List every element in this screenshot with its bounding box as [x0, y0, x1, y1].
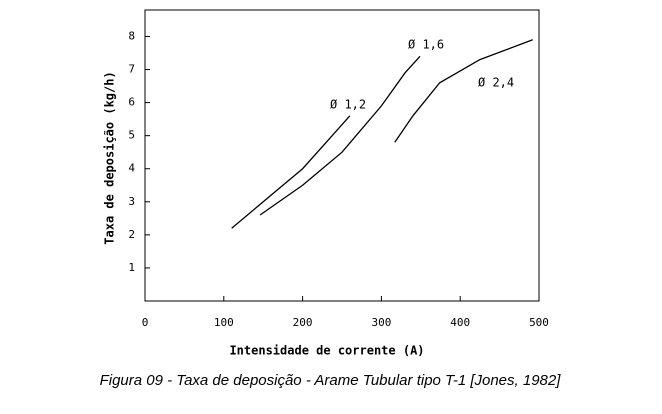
series-label: Ø 1,2: [330, 98, 366, 112]
plot-frame: [144, 9, 540, 302]
y-tick-label: 7: [128, 63, 135, 76]
series-line: [231, 115, 351, 229]
y-tick-label: 4: [128, 162, 135, 175]
x-tick-label: 300: [371, 316, 391, 329]
x-tick-label: 0: [142, 316, 149, 329]
y-axis-label: Taxa de deposição (kg/h): [103, 71, 117, 244]
y-tick-label: 8: [128, 29, 135, 42]
x-axis-label: Intensidade de corrente (A): [229, 344, 424, 358]
y-tick-label: 5: [128, 129, 135, 142]
series-label: Ø 2,4: [478, 76, 514, 90]
y-tick-label: 2: [128, 228, 135, 241]
series-label: Ø 1,6: [408, 38, 444, 52]
caption: Figura 09 - Taxa de deposição - Arame Tu…: [100, 372, 562, 389]
x-tick-label: 100: [214, 316, 234, 329]
x-tick-label: 500: [529, 316, 549, 329]
y-tick-label: 1: [128, 261, 135, 274]
x-tick-label: 400: [450, 316, 470, 329]
x-tick-label: 200: [293, 316, 313, 329]
y-tick-label: 6: [128, 96, 135, 109]
y-tick-label: 3: [128, 195, 135, 208]
series-line: [259, 55, 421, 216]
series-line: [394, 39, 533, 143]
